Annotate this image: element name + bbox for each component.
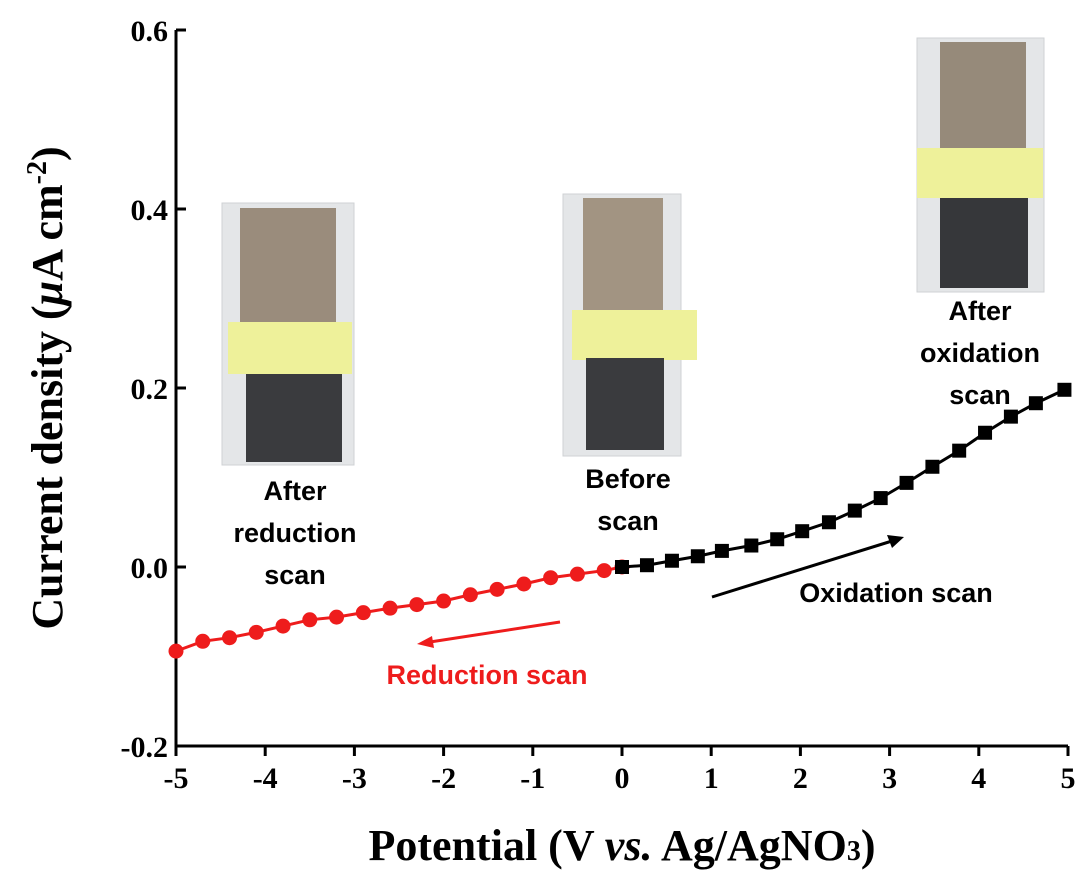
marker (302, 612, 317, 627)
marker (436, 594, 451, 609)
marker (409, 597, 424, 612)
annotation: Before (585, 464, 671, 494)
marker (169, 644, 184, 659)
x-tick-label: -4 (253, 762, 278, 795)
marker (516, 577, 531, 592)
annotation: scan (949, 380, 1011, 410)
y-tick-label: 0.0 (131, 552, 169, 585)
series-line (622, 390, 1064, 567)
marker (1004, 410, 1018, 424)
marker (848, 504, 862, 518)
marker (925, 460, 939, 474)
x-tick-label: 4 (971, 762, 986, 795)
marker (874, 491, 888, 505)
photo-before (563, 194, 697, 456)
marker (383, 601, 398, 616)
marker (691, 549, 705, 563)
marker (490, 582, 505, 597)
marker (1057, 383, 1071, 397)
y-axis-label: Current density (μA cm-2) (22, 146, 72, 629)
marker (1029, 396, 1043, 410)
x-tick-label: -3 (342, 762, 367, 795)
marker (356, 605, 371, 620)
x-tick-label: 1 (704, 762, 719, 795)
y-tick-label: -0.2 (121, 731, 169, 764)
reduction-arrow (430, 622, 560, 642)
x-tick-label: 3 (882, 762, 897, 795)
marker (276, 619, 291, 634)
annotation: scan (264, 560, 326, 590)
oxidation-arrowhead (887, 535, 904, 548)
photo-after-reduction (222, 203, 354, 465)
x-tick-label: -2 (431, 762, 456, 795)
chart: Oxidation scan Reduction scan Potential … (0, 0, 1084, 878)
x-tick-label: -1 (520, 762, 545, 795)
marker (195, 634, 210, 649)
marker (615, 560, 629, 574)
series-label: Oxidation scan (799, 578, 993, 608)
marker (978, 426, 992, 440)
marker (222, 630, 237, 645)
marker (597, 563, 612, 578)
marker (795, 524, 809, 538)
annotation: oxidation (920, 338, 1040, 368)
marker (570, 567, 585, 582)
marker (329, 610, 344, 625)
series-label: Reduction scan (386, 660, 587, 690)
marker (770, 532, 784, 546)
reduction-arrowhead (417, 636, 434, 648)
marker (952, 444, 966, 458)
marker (822, 515, 836, 529)
x-axis-label: Potential (V vs. Ag/AgNO3) (369, 821, 876, 870)
annotation: After (263, 476, 326, 506)
annotation: scan (597, 506, 659, 536)
marker (640, 558, 654, 572)
x-tick-label: 2 (793, 762, 808, 795)
marker (665, 554, 679, 568)
photo-after-oxidation (917, 38, 1044, 292)
marker (463, 587, 478, 602)
x-tick-label: 0 (615, 762, 630, 795)
x-tick-label: -5 (164, 762, 189, 795)
annotation: After (948, 296, 1011, 326)
marker (744, 539, 758, 553)
marker (249, 625, 264, 640)
y-tick-label: 0.6 (131, 15, 169, 48)
x-tick-label: 5 (1061, 762, 1076, 795)
annotation: reduction (233, 518, 356, 548)
marker (900, 476, 914, 490)
marker (715, 544, 729, 558)
y-tick-label: 0.2 (131, 373, 169, 406)
marker (543, 570, 558, 585)
y-tick-label: 0.4 (131, 194, 169, 227)
